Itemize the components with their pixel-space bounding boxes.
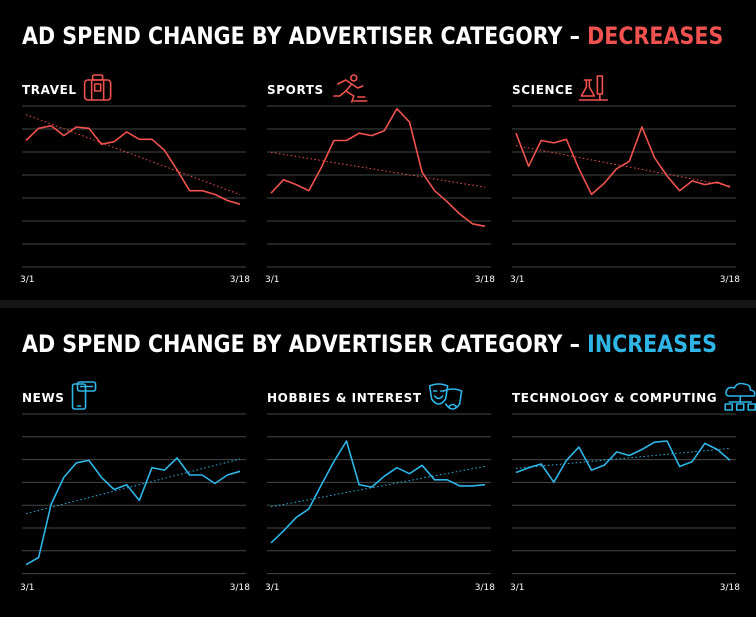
chart-travel: TRAVEL 3/1 3/18 <box>20 74 250 285</box>
lab-flask-icon <box>578 75 609 101</box>
chart-title: NEWS <box>22 391 65 405</box>
x-tick-label: 3/18 <box>475 583 495 593</box>
x-tick-label: 3/1 <box>20 275 34 285</box>
theater-masks-icon <box>428 383 463 410</box>
x-tick-label: 3/18 <box>720 275 740 285</box>
series-line <box>25 125 241 205</box>
trend-line <box>25 458 241 515</box>
chart-science: SCIENCE 3/1 3/18 <box>510 75 740 285</box>
chart-title: HOBBIES & INTEREST <box>267 391 422 405</box>
trend-line <box>270 151 486 188</box>
headline-prefix: AD SPEND CHANGE BY ADVERTISER CATEGORY – <box>22 22 588 50</box>
chart-title: SCIENCE <box>512 83 573 97</box>
chart-sports: SPORTS 3/1 3/18 <box>265 74 495 285</box>
cloud-network-icon <box>724 382 756 411</box>
chart-title: TRAVEL <box>22 83 77 97</box>
x-tick-label: 3/1 <box>510 583 524 593</box>
x-tick-label: 3/18 <box>230 275 250 285</box>
decreases-headline: AD SPEND CHANGE BY ADVERTISER CATEGORY –… <box>22 22 723 50</box>
trend-line <box>25 114 241 196</box>
x-tick-label: 3/1 <box>510 275 524 285</box>
x-tick-label: 3/1 <box>265 583 279 593</box>
increases-headline: AD SPEND CHANGE BY ADVERTISER CATEGORY –… <box>22 330 717 358</box>
trend-line <box>515 145 731 187</box>
chart-technology-computing: TECHNOLOGY & COMPUTING 3/1 3/18 <box>510 382 756 593</box>
series-line <box>270 107 486 228</box>
x-tick-label: 3/18 <box>475 275 495 285</box>
x-tick-label: 3/1 <box>265 275 279 285</box>
x-tick-label: 3/18 <box>230 583 250 593</box>
runner-icon <box>332 74 368 103</box>
x-tick-label: 3/18 <box>720 583 740 593</box>
chart-title: TECHNOLOGY & COMPUTING <box>512 391 717 405</box>
increases-panel: AD SPEND CHANGE BY ADVERTISER CATEGORY –… <box>0 308 756 617</box>
suitcase-icon <box>83 74 112 101</box>
decreases-panel: AD SPEND CHANGE BY ADVERTISER CATEGORY –… <box>0 0 756 300</box>
series-line <box>515 440 731 484</box>
phone-news-icon <box>71 381 97 410</box>
chart-hobbies-interest: HOBBIES & INTEREST 3/1 3/18 <box>265 383 495 593</box>
headline-prefix: AD SPEND CHANGE BY ADVERTISER CATEGORY – <box>22 330 588 358</box>
x-tick-label: 3/1 <box>20 583 34 593</box>
trend-line <box>515 447 731 469</box>
series-line <box>25 457 241 566</box>
series-line <box>515 126 731 196</box>
headline-highlight: DECREASES <box>587 22 724 50</box>
trend-line <box>270 465 486 508</box>
chart-news: NEWS 3/1 3/18 <box>20 381 250 593</box>
headline-highlight: INCREASES <box>587 330 718 358</box>
series-line <box>270 440 486 544</box>
chart-title: SPORTS <box>267 83 324 97</box>
